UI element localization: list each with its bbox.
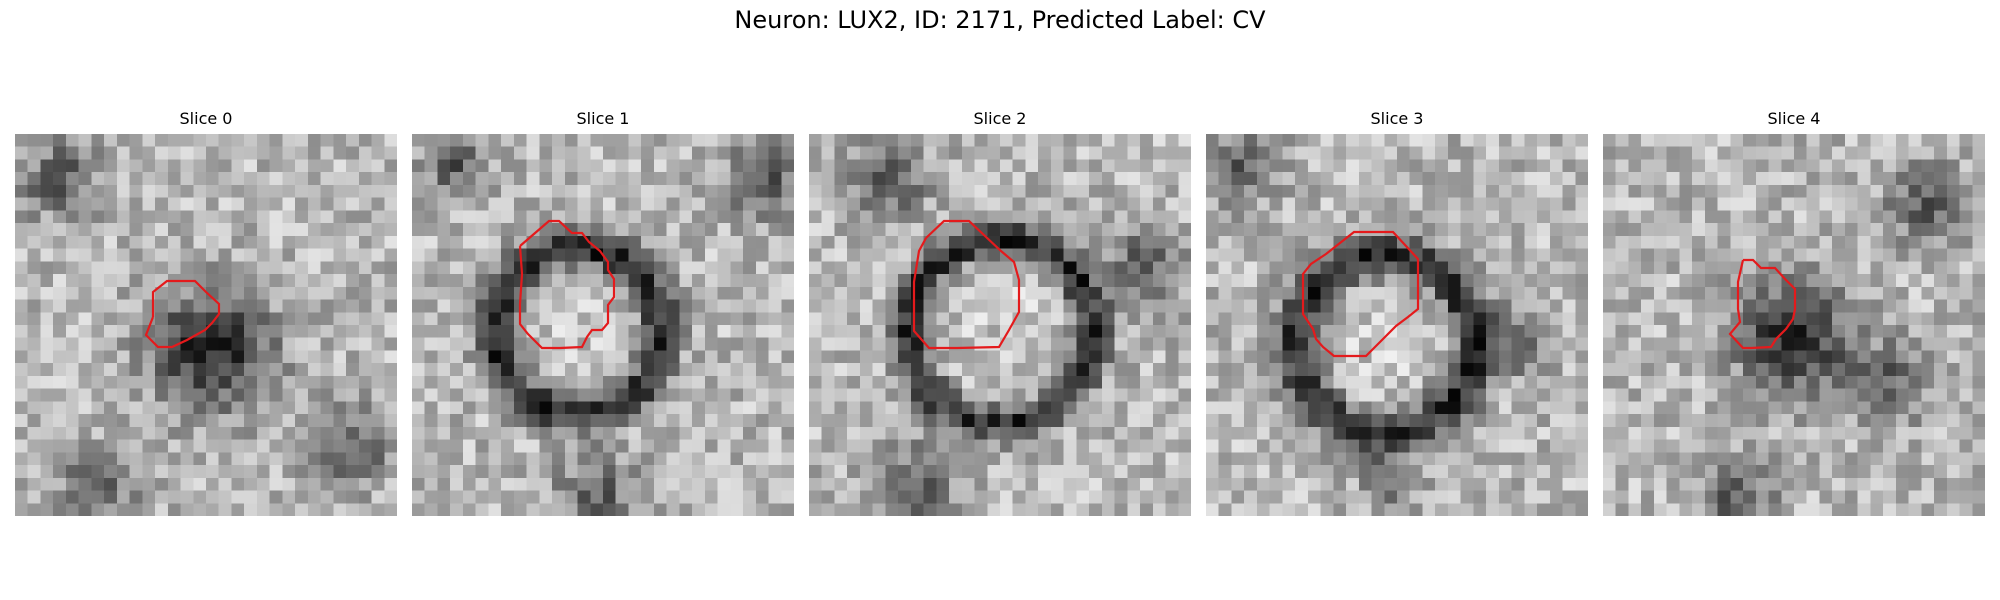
segmentation-contour [912,219,1021,350]
slice-title: Slice 0 [179,109,233,128]
slice-title: Slice 4 [1767,109,1821,128]
slice-title: Slice 2 [973,109,1027,128]
slice-image [15,134,397,516]
slice-panel-2: Slice 2 [809,108,1191,516]
slice-image [1603,134,1985,516]
slice-panel-3: Slice 3 [1206,108,1588,516]
slice-panel-4: Slice 4 [1603,108,1985,516]
segmentation-contour [144,279,221,349]
segmentation-contour [518,219,616,350]
slice-title: Slice 1 [576,109,630,128]
slice-image [809,134,1191,516]
figure-title: Neuron: LUX2, ID: 2171, Predicted Label:… [734,6,1266,34]
segmentation-contour [1728,258,1797,350]
slice-panel-1: Slice 1 [412,108,794,516]
slice-panel-0: Slice 0 [15,108,397,516]
segmentation-contour [1301,230,1420,358]
slice-image [412,134,794,516]
slice-title: Slice 3 [1370,109,1424,128]
